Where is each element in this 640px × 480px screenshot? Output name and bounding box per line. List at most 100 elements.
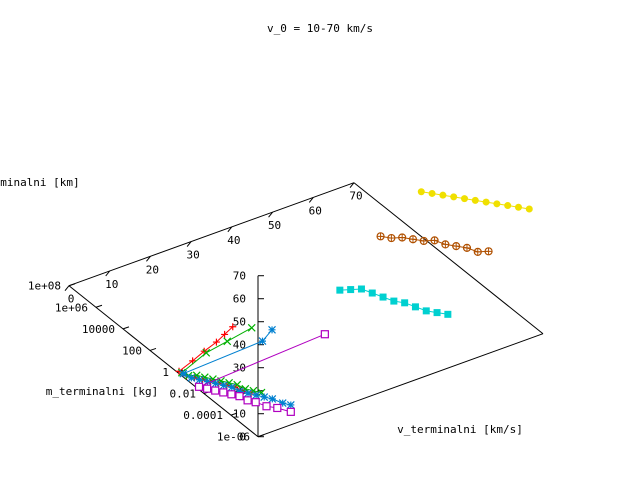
x-tick-label: 60 (309, 204, 322, 217)
x-tick-label: 40 (227, 234, 240, 247)
series-5 (376, 232, 493, 256)
data-point-cross (431, 236, 439, 244)
y-tick-mark (122, 326, 130, 330)
data-point (252, 391, 261, 400)
series-4 (336, 285, 452, 318)
axis-line-3 (257, 333, 544, 438)
data-point (286, 407, 295, 416)
data-point (482, 198, 490, 206)
y-tick-label: 1e-06 (217, 431, 250, 444)
data-point (179, 369, 188, 378)
y-tick-label: 1e+08 (28, 280, 61, 293)
data-point (504, 202, 512, 210)
data-point (390, 297, 398, 305)
data-point (235, 387, 244, 396)
x-tick-mark (105, 270, 111, 277)
data-point (194, 382, 204, 391)
series-1 (177, 323, 266, 397)
x-tick-mark (227, 226, 233, 233)
data-point (211, 379, 220, 388)
data-point (202, 348, 211, 357)
data-point (273, 403, 282, 413)
data-point (258, 337, 267, 346)
axis-line-1 (68, 182, 355, 287)
z-tick-label: 10 (233, 408, 246, 421)
data-point (221, 330, 229, 338)
data-point (320, 330, 329, 339)
data-point-cross (377, 232, 385, 240)
axis-ticks: 0102030405060701e-060.00010.011100100001… (28, 182, 363, 444)
data-point (439, 191, 447, 199)
data-point (268, 394, 277, 403)
data-point (268, 325, 276, 334)
series-3 (194, 330, 329, 416)
data-point (379, 293, 387, 301)
y-tick-label: 100 (122, 344, 142, 357)
y-tick-label: 1e+06 (55, 301, 88, 314)
data-point (411, 303, 419, 311)
x-tick-label: 0 (68, 293, 75, 306)
x-tick-mark (64, 285, 70, 292)
y-tick-label: 10000 (82, 323, 115, 336)
data-point (525, 205, 533, 213)
data-point (189, 357, 197, 365)
data-point (187, 373, 196, 382)
data-point (229, 323, 237, 331)
z-tick-label: 0 (239, 431, 246, 444)
data-point (422, 307, 430, 315)
data-point (433, 309, 441, 317)
data-point (247, 323, 256, 332)
y-tick-label: 1 (162, 366, 169, 379)
data-point (357, 285, 365, 293)
axis-line-0 (68, 285, 259, 438)
z-tick-label: 60 (233, 293, 246, 306)
data-point (203, 377, 212, 386)
data-point (286, 401, 295, 409)
data-point-cross (398, 233, 406, 241)
data-point-cross (485, 247, 493, 255)
z-tick-label: 70 (233, 270, 246, 283)
x-tick-mark (146, 255, 151, 262)
data-point (347, 286, 355, 294)
x-tick-mark (308, 197, 314, 203)
data-point (450, 193, 458, 201)
data-point (244, 389, 252, 398)
data-point (195, 375, 204, 384)
data-point (203, 384, 212, 393)
data-point (227, 383, 236, 392)
data-point (336, 286, 344, 294)
series-2 (179, 325, 295, 409)
data-point (211, 386, 220, 395)
data-point (219, 381, 228, 390)
y-tick-mark (149, 347, 157, 351)
data-point-cross (463, 244, 471, 252)
data-point (428, 189, 436, 197)
data-point (460, 195, 468, 203)
data-point (278, 399, 287, 408)
data-point (417, 188, 425, 196)
data-point (401, 299, 409, 307)
x-tick-mark (349, 182, 355, 189)
data-point-cross (474, 248, 482, 256)
data-point (243, 396, 252, 405)
data-point-cross (452, 242, 460, 250)
data-point (212, 338, 220, 346)
x-tick-label: 30 (187, 249, 200, 262)
x-axis-label: v_terminalni [km/s] (397, 423, 523, 436)
series-line (197, 333, 326, 413)
data-point (251, 398, 260, 407)
data-point (262, 402, 271, 411)
data-point (260, 393, 269, 401)
series-6 (417, 188, 533, 213)
data-point (471, 196, 479, 204)
x-tick-mark (186, 241, 192, 247)
y-tick-mark (95, 304, 103, 308)
x-tick-label: 50 (268, 219, 281, 232)
data-point (368, 289, 376, 297)
data-point-cross (420, 237, 428, 245)
chart-title: v_0 = 10-70 km/s (267, 22, 373, 35)
data-point (444, 310, 452, 318)
data-point (223, 337, 232, 346)
y-tick-mark (230, 412, 238, 416)
